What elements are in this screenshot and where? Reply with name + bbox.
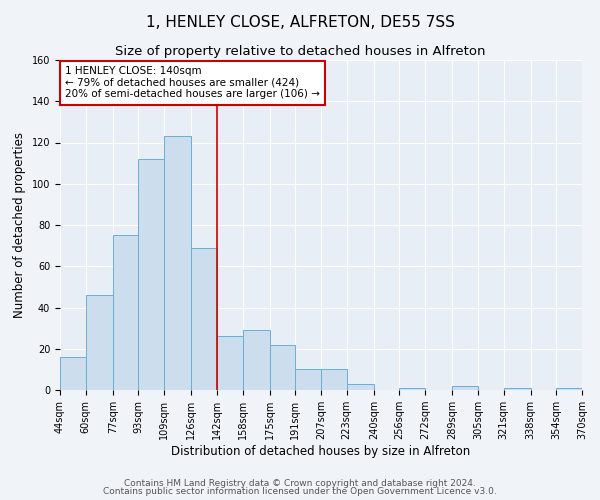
Bar bbox=[191, 248, 217, 390]
Bar bbox=[242, 330, 270, 390]
Bar bbox=[139, 159, 164, 390]
Bar bbox=[400, 388, 425, 390]
Text: 1, HENLEY CLOSE, ALFRETON, DE55 7SS: 1, HENLEY CLOSE, ALFRETON, DE55 7SS bbox=[146, 15, 454, 30]
Bar bbox=[217, 336, 242, 390]
Bar bbox=[321, 370, 347, 390]
Bar bbox=[295, 370, 321, 390]
Bar bbox=[347, 384, 374, 390]
Bar bbox=[113, 236, 139, 390]
Bar bbox=[503, 388, 531, 390]
Bar bbox=[556, 388, 582, 390]
Bar bbox=[164, 136, 191, 390]
Text: Contains public sector information licensed under the Open Government Licence v3: Contains public sector information licen… bbox=[103, 487, 497, 496]
Bar bbox=[452, 386, 478, 390]
Bar bbox=[270, 344, 295, 390]
X-axis label: Distribution of detached houses by size in Alfreton: Distribution of detached houses by size … bbox=[172, 445, 470, 458]
Text: Size of property relative to detached houses in Alfreton: Size of property relative to detached ho… bbox=[115, 45, 485, 58]
Text: Contains HM Land Registry data © Crown copyright and database right 2024.: Contains HM Land Registry data © Crown c… bbox=[124, 478, 476, 488]
Bar bbox=[86, 295, 113, 390]
Text: 1 HENLEY CLOSE: 140sqm
← 79% of detached houses are smaller (424)
20% of semi-de: 1 HENLEY CLOSE: 140sqm ← 79% of detached… bbox=[65, 66, 320, 100]
Bar bbox=[60, 357, 86, 390]
Y-axis label: Number of detached properties: Number of detached properties bbox=[13, 132, 26, 318]
